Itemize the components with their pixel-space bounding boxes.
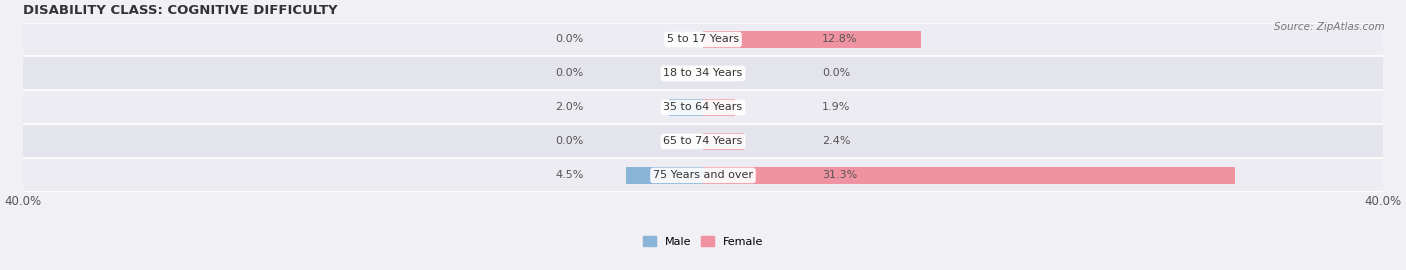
Text: 5 to 17 Years: 5 to 17 Years (666, 35, 740, 45)
Bar (22, 56, 1384, 90)
Bar (22, 158, 1384, 193)
Text: DISABILITY CLASS: COGNITIVE DIFFICULTY: DISABILITY CLASS: COGNITIVE DIFFICULTY (22, 4, 337, 17)
Text: 75 Years and over: 75 Years and over (652, 170, 754, 180)
Text: 18 to 34 Years: 18 to 34 Years (664, 69, 742, 79)
Text: 0.0%: 0.0% (555, 35, 583, 45)
Bar (703, 167, 1236, 184)
Bar (22, 124, 1384, 158)
Legend: Male, Female: Male, Female (638, 232, 768, 251)
Text: 0.0%: 0.0% (555, 69, 583, 79)
Text: 1.9%: 1.9% (823, 102, 851, 112)
Text: 0.0%: 0.0% (555, 136, 583, 146)
Bar (669, 99, 703, 116)
Bar (22, 90, 1384, 124)
Text: Source: ZipAtlas.com: Source: ZipAtlas.com (1274, 22, 1385, 32)
Text: 0.0%: 0.0% (823, 69, 851, 79)
Bar (627, 167, 703, 184)
Text: 4.5%: 4.5% (555, 170, 583, 180)
Text: 65 to 74 Years: 65 to 74 Years (664, 136, 742, 146)
Bar (703, 133, 744, 150)
Text: 12.8%: 12.8% (823, 35, 858, 45)
Bar (703, 31, 921, 48)
Text: 31.3%: 31.3% (823, 170, 858, 180)
Text: 2.0%: 2.0% (555, 102, 583, 112)
Bar (22, 22, 1384, 56)
Bar (703, 99, 735, 116)
Text: 35 to 64 Years: 35 to 64 Years (664, 102, 742, 112)
Text: 2.4%: 2.4% (823, 136, 851, 146)
